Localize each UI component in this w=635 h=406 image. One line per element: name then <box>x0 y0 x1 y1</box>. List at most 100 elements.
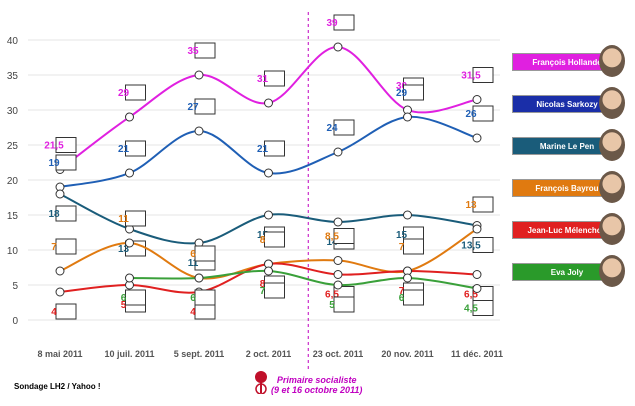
data-point <box>333 270 343 279</box>
data-point <box>333 217 343 227</box>
data-point <box>194 70 204 80</box>
data-label: 21 <box>257 144 269 155</box>
data-label: 13 <box>118 244 130 255</box>
data-label-box <box>472 300 494 316</box>
data-label: 35 <box>187 46 199 57</box>
data-label: 39 <box>326 18 338 29</box>
x-tick-label: 8 mai 2011 <box>37 349 82 359</box>
data-label: 6,5 <box>325 290 339 301</box>
data-point <box>264 266 273 276</box>
y-tick-label: 10 <box>7 246 19 257</box>
data-label: 6 <box>190 249 196 260</box>
data-label: 5 <box>121 300 127 311</box>
data-label-box <box>55 238 77 255</box>
data-label-box <box>125 140 146 157</box>
legend-item: François Hollande <box>512 53 622 71</box>
data-label-box <box>333 14 355 31</box>
data-point <box>333 42 343 52</box>
data-point <box>264 210 273 220</box>
source-note: Sondage LH2 / Yahoo ! <box>14 382 101 391</box>
y-tick-label: 35 <box>7 71 19 82</box>
data-label-box <box>125 210 146 227</box>
x-tick-label: 2 oct. 2011 <box>246 349 292 359</box>
data-point <box>264 168 273 178</box>
data-label-box <box>125 84 146 101</box>
data-label-box <box>333 119 355 136</box>
data-point <box>472 133 482 143</box>
data-point <box>403 112 412 122</box>
data-label: 11 <box>188 258 199 269</box>
data-label-box <box>194 303 216 320</box>
data-label-box <box>55 137 77 153</box>
data-label: 31 <box>257 74 269 85</box>
data-point <box>264 98 273 108</box>
data-point <box>125 112 134 122</box>
data-point <box>194 273 204 283</box>
data-label: 4,5 <box>464 304 478 315</box>
data-label: 15 <box>396 230 408 241</box>
data-label: 13 <box>465 200 477 211</box>
data-label-box <box>472 67 494 83</box>
y-tick-label: 20 <box>7 176 19 187</box>
data-label: 18 <box>48 209 60 220</box>
data-label-box <box>472 196 494 213</box>
data-point <box>403 273 412 283</box>
data-label-box <box>403 238 424 255</box>
data-label: 8 <box>260 235 266 246</box>
data-label: 6 <box>399 293 405 304</box>
data-label-box <box>55 303 77 320</box>
data-label-box <box>472 237 494 253</box>
data-label-box <box>264 70 285 87</box>
avatar <box>599 255 625 287</box>
avatar <box>599 129 625 161</box>
data-point <box>333 256 343 265</box>
legend-item: Eva Joly <box>512 263 622 281</box>
data-label-box <box>333 228 355 244</box>
data-label-box <box>472 105 494 122</box>
data-label: 5 <box>329 300 335 311</box>
data-point <box>333 147 343 157</box>
y-tick-label: 0 <box>12 316 18 327</box>
data-label: 7 <box>51 242 57 253</box>
data-label: 31,5 <box>461 71 481 82</box>
y-tick-label: 15 <box>7 211 19 222</box>
primaire-line2: (9 et 16 octobre 2011) <box>271 385 363 395</box>
x-tick-label: 5 sept. 2011 <box>174 349 225 359</box>
data-label-box <box>333 296 355 313</box>
data-point <box>125 273 134 283</box>
data-point <box>403 210 412 220</box>
data-point <box>125 238 134 248</box>
data-label: 21,5 <box>44 141 64 152</box>
avatar <box>599 45 625 77</box>
data-label: 4 <box>51 307 57 318</box>
data-label: 6 <box>190 293 196 304</box>
data-label: 4 <box>190 307 196 318</box>
data-label: 6 <box>121 293 127 304</box>
primaire-annotation: Primaire socialiste (9 et 16 octobre 201… <box>271 375 362 395</box>
x-tick-label: 23 oct. 2011 <box>313 349 364 359</box>
data-label-box <box>403 84 424 101</box>
y-tick-label: 25 <box>7 141 19 152</box>
x-tick-label: 10 juil. 2011 <box>104 349 154 359</box>
data-point <box>472 95 482 104</box>
data-label: 21 <box>118 144 130 155</box>
data-point <box>55 189 65 199</box>
data-label-box <box>194 245 216 262</box>
data-point <box>55 266 65 276</box>
data-label-box <box>264 282 285 299</box>
y-tick-label: 30 <box>7 106 19 117</box>
data-label-box <box>55 154 77 171</box>
avatar <box>599 87 625 119</box>
data-point <box>333 280 343 290</box>
y-tick-label: 5 <box>12 281 18 292</box>
data-label-box <box>194 42 216 59</box>
avatar <box>599 213 625 245</box>
data-point <box>472 270 482 279</box>
data-label-box <box>125 289 146 306</box>
data-label: 8,5 <box>325 232 339 243</box>
data-label: 29 <box>396 88 408 99</box>
rose-icon <box>255 371 267 394</box>
x-tick-label: 20 nov. 2011 <box>381 349 433 359</box>
data-point <box>125 168 134 178</box>
